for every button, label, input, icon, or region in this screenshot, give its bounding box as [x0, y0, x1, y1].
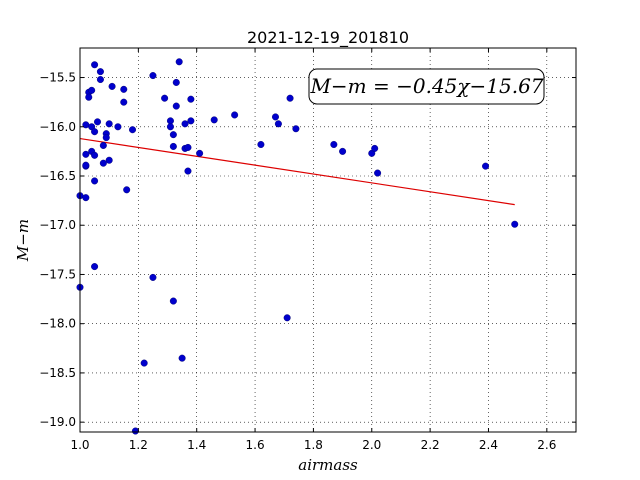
- data-point: [82, 194, 90, 202]
- data-point: [511, 220, 519, 228]
- data-point: [99, 141, 107, 149]
- data-point: [88, 86, 96, 94]
- data-point: [257, 140, 265, 148]
- x-tick-label: 1.8: [304, 438, 323, 452]
- x-tick-label: 1.6: [246, 438, 265, 452]
- data-point: [166, 117, 174, 125]
- y-tick-label: −17.0: [39, 218, 76, 232]
- data-point: [105, 120, 113, 128]
- data-point: [283, 314, 291, 322]
- data-point: [91, 151, 99, 159]
- data-point: [120, 85, 128, 93]
- fit-equation-frame: [308, 68, 545, 105]
- data-point: [172, 102, 180, 110]
- data-point: [184, 167, 192, 175]
- plot-frame: [79, 47, 577, 433]
- data-point: [91, 263, 99, 271]
- data-point: [210, 116, 218, 124]
- data-point: [94, 118, 102, 126]
- data-point: [178, 354, 186, 362]
- data-point: [114, 123, 122, 131]
- data-point: [108, 82, 116, 90]
- data-point: [274, 120, 282, 128]
- data-point: [105, 156, 113, 164]
- data-point: [292, 125, 300, 133]
- data-points: [76, 58, 519, 435]
- y-tick-label: −15.5: [39, 71, 76, 85]
- data-point: [482, 162, 490, 170]
- x-tick-labels: 1.0 1.2 1.4 1.6 1.8 2.0 2.2 2.4 2.6: [70, 438, 556, 452]
- fit-equation-label: M−m = −0.45χ−15.67: [309, 74, 543, 98]
- data-point: [102, 134, 110, 142]
- y-tick-label: −16.5: [39, 169, 76, 183]
- data-point: [196, 149, 204, 157]
- data-point: [96, 76, 104, 84]
- y-tick-label: −19.0: [39, 415, 76, 429]
- data-point: [149, 273, 157, 281]
- y-tick-labels: −15.5 −16.0 −16.5 −17.0 −17.5 −18.0 −18.5 −19.0: [39, 71, 76, 430]
- data-point: [187, 95, 195, 103]
- data-point: [271, 113, 279, 121]
- fit-line-group: [79, 137, 515, 206]
- data-point: [140, 359, 148, 367]
- data-point: [120, 98, 128, 106]
- x-tick-label: 2.6: [537, 438, 556, 452]
- data-point: [161, 94, 169, 102]
- data-point: [374, 169, 382, 177]
- data-point: [96, 68, 104, 76]
- data-point: [330, 140, 338, 148]
- data-point: [169, 142, 177, 150]
- x-tick-label: 1.4: [187, 438, 206, 452]
- data-point: [175, 58, 183, 66]
- data-point: [149, 72, 157, 80]
- data-point: [91, 61, 99, 69]
- axis-ticks: [79, 48, 576, 432]
- y-axis-label: M−m: [14, 219, 32, 262]
- data-point: [231, 111, 239, 119]
- data-point: [91, 177, 99, 185]
- data-point: [371, 144, 379, 152]
- data-point: [169, 297, 177, 305]
- data-point: [169, 131, 177, 139]
- y-tick-label: −17.5: [39, 267, 76, 281]
- data-point: [166, 123, 174, 131]
- data-point: [82, 150, 90, 158]
- data-point: [129, 126, 137, 134]
- data-point: [187, 117, 195, 125]
- data-point: [99, 159, 107, 167]
- fit-equation-box: M−m = −0.45χ−15.67: [308, 68, 545, 105]
- data-point: [339, 147, 347, 155]
- data-point: [184, 143, 192, 151]
- data-point: [82, 161, 90, 169]
- x-tick-label: 2.2: [421, 438, 440, 452]
- data-point: [123, 186, 131, 194]
- data-point: [131, 427, 139, 435]
- x-tick-label: 1.0: [70, 438, 89, 452]
- data-point: [172, 78, 180, 86]
- chart-title: 2021-12-19_201810: [247, 28, 409, 48]
- data-point: [85, 93, 93, 101]
- data-point: [286, 94, 294, 102]
- x-axis-label: airmass: [298, 456, 358, 474]
- data-point: [181, 120, 189, 128]
- data-point: [91, 128, 99, 136]
- y-tick-label: −18.0: [39, 317, 76, 331]
- y-tick-label: −16.0: [39, 120, 76, 134]
- y-tick-label: −18.5: [39, 366, 76, 380]
- x-tick-label: 1.2: [129, 438, 148, 452]
- fit-line: [79, 137, 515, 206]
- x-tick-label: 2.4: [479, 438, 498, 452]
- x-tick-label: 2.0: [362, 438, 381, 452]
